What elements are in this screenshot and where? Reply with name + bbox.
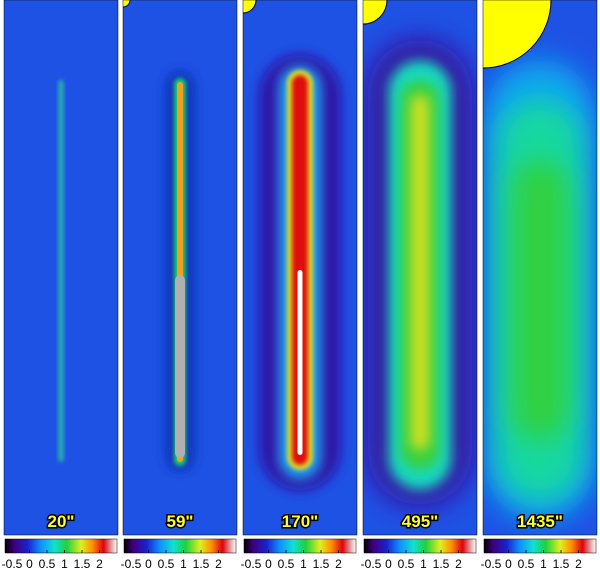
- colorbar-tick-label: 1.5: [313, 557, 330, 571]
- beam-circle: [483, 0, 552, 69]
- colorbar-tick-label: 1: [180, 557, 187, 571]
- panel: [123, 0, 237, 535]
- panel: [483, 0, 597, 535]
- colorbar-tick-label: 2: [215, 557, 222, 571]
- colorbar-tick-label: 0: [145, 557, 152, 571]
- source-image: [175, 275, 185, 458]
- colorbar-tick-label: 2: [455, 557, 462, 571]
- colorbar-tick-label: 2: [575, 557, 582, 571]
- colorbar: [123, 538, 237, 554]
- colorbar-tick-label: -0.5: [241, 557, 262, 571]
- colorbar-tick-label: 0: [385, 557, 392, 571]
- colorbar-tick-label: 0: [26, 557, 33, 571]
- colorbar-tick-label: 1.5: [553, 557, 570, 571]
- colorbar-tick-label: -0.5: [121, 557, 142, 571]
- colorbar-tick-label: 1: [420, 557, 427, 571]
- panel: [363, 0, 477, 535]
- beam-circle: [123, 0, 131, 8]
- source-image: [58, 80, 64, 462]
- colorbar: [483, 538, 597, 554]
- beam-circle: [243, 0, 257, 14]
- colorbar-tick-label: 1.5: [433, 557, 450, 571]
- source-image: [297, 270, 303, 455]
- colorbar-tick-label: 0: [265, 557, 272, 571]
- panel: [4, 0, 118, 535]
- panel-label: 170": [282, 512, 318, 531]
- colorbar-tick-label: 0.5: [39, 557, 56, 571]
- colorbar-tick-label: 1.5: [193, 557, 210, 571]
- colorbar-tick-label: 1: [300, 557, 307, 571]
- panel-border: [3, 0, 119, 536]
- colorbar-tick-label: 1: [61, 557, 68, 571]
- colorbar-tick-label: -0.5: [361, 557, 382, 571]
- colorbar-tick-label: -0.5: [481, 557, 502, 571]
- colorbar-tick-label: 0.5: [158, 557, 175, 571]
- colorbar-tick-label: 2: [335, 557, 342, 571]
- panel-border: [362, 0, 478, 536]
- panel-label: 495": [402, 512, 438, 531]
- source-image: [512, 160, 568, 440]
- colorbar: [4, 538, 118, 554]
- colorbar-tick-label: 0.5: [278, 557, 295, 571]
- panel-label: 20": [48, 512, 75, 531]
- colorbar-tick-label: 0.5: [518, 557, 535, 571]
- panel-border: [242, 0, 358, 536]
- beam-circle: [363, 0, 388, 25]
- panel-label: 1435": [517, 512, 563, 531]
- panel: [243, 0, 357, 535]
- colorbar: [243, 538, 357, 554]
- colorbar-tick-label: 1: [540, 557, 547, 571]
- panel-label: 59": [167, 512, 194, 531]
- colorbar: [363, 538, 477, 554]
- panel-border: [122, 0, 238, 536]
- colorbar-tick-label: 0: [505, 557, 512, 571]
- panel-border: [482, 0, 598, 536]
- colorbar-tick-label: 0.5: [398, 557, 415, 571]
- colorbar-tick-label: 1.5: [74, 557, 91, 571]
- colorbar-tick-label: -0.5: [2, 557, 23, 571]
- source-image: [411, 95, 429, 450]
- colorbar-tick-label: 2: [96, 557, 103, 571]
